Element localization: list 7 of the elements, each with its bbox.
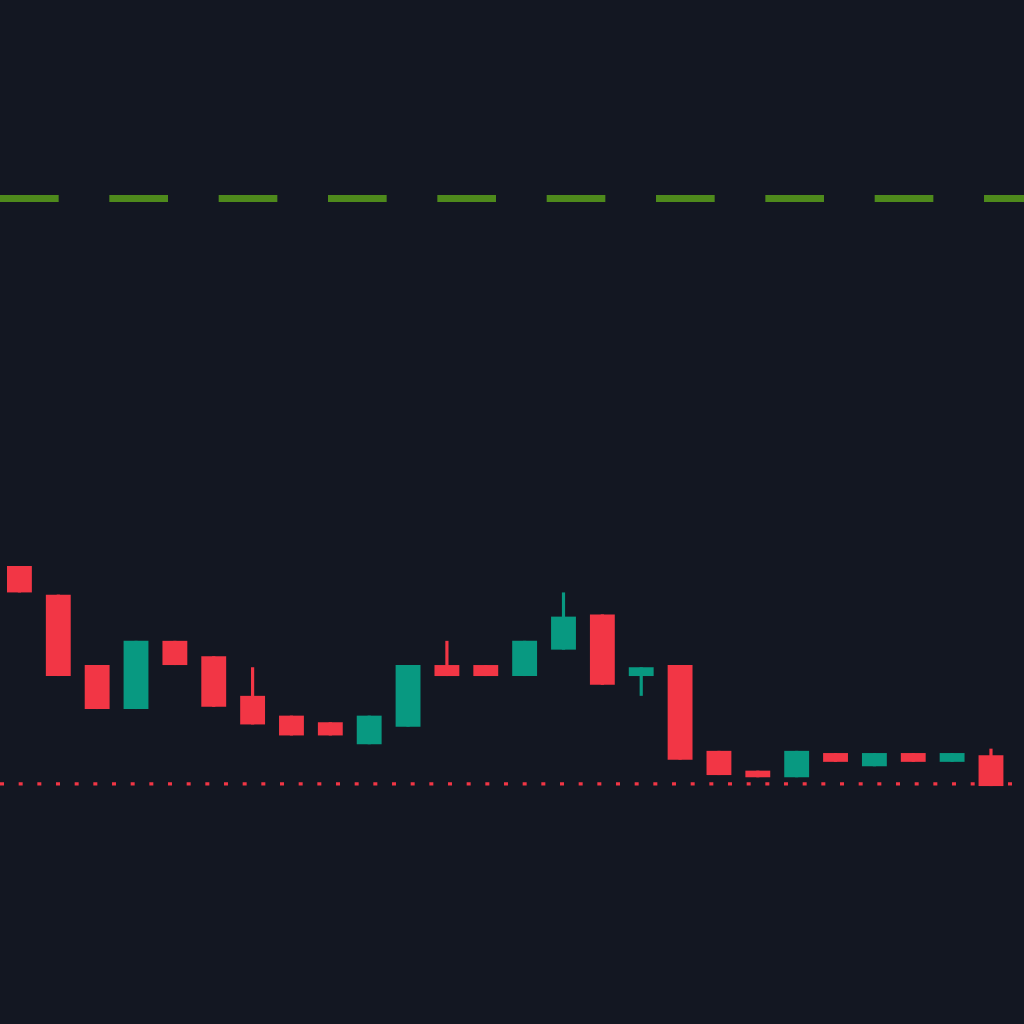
candlestick — [240, 665, 266, 727]
candlestick — [551, 590, 576, 652]
candlestick — [978, 747, 1004, 788]
candlestick — [434, 639, 460, 678]
candlestick — [628, 665, 654, 698]
candlestick — [7, 564, 32, 595]
candlestick — [84, 663, 110, 711]
